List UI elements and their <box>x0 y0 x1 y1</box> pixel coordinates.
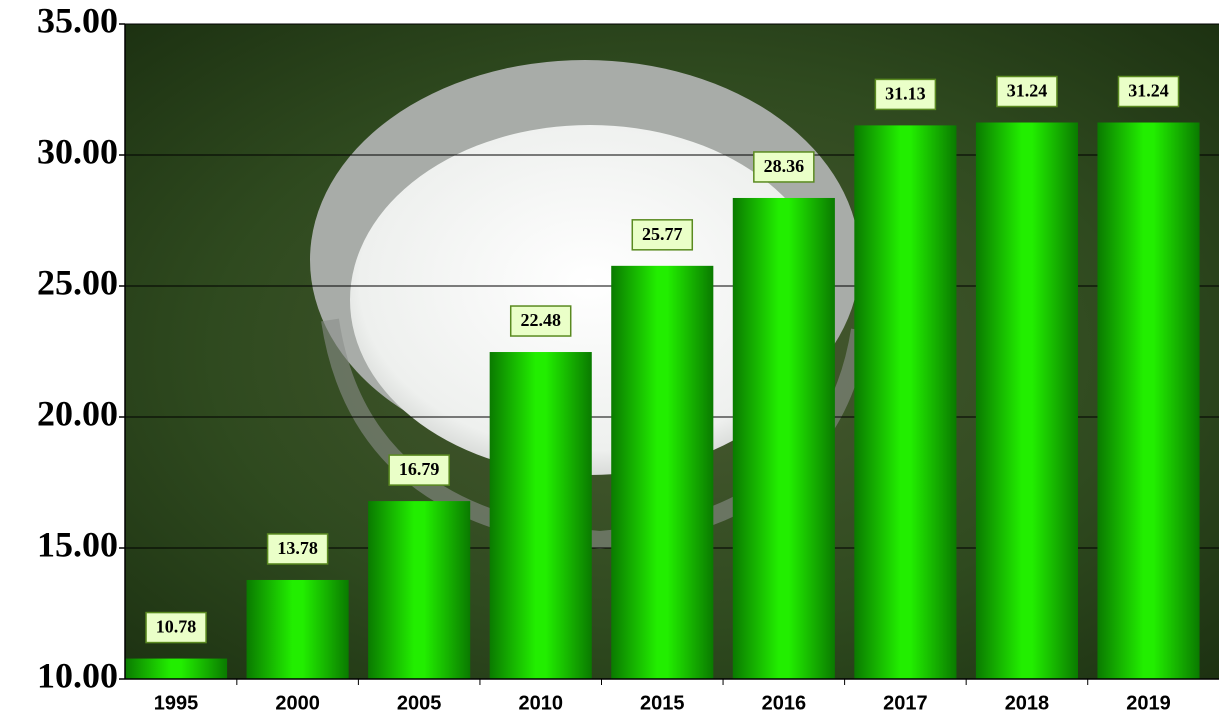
value-label: 16.79 <box>399 459 440 479</box>
value-label: 13.78 <box>277 538 318 558</box>
value-label: 31.13 <box>885 84 926 104</box>
x-tick-label: 2015 <box>640 692 685 714</box>
bar <box>1097 122 1200 679</box>
bar <box>489 352 592 679</box>
y-tick-label: 30.00 <box>37 131 118 171</box>
value-label-box <box>631 219 694 251</box>
value-label-box <box>1117 75 1180 108</box>
x-tick-label: 2016 <box>762 692 807 714</box>
value-label: 22.48 <box>520 310 561 330</box>
y-tick-label: 25.00 <box>37 262 118 302</box>
bar <box>854 125 957 680</box>
bar <box>975 122 1078 679</box>
y-tick-label: 10.00 <box>37 655 118 695</box>
y-tick-label: 35.00 <box>37 0 118 40</box>
value-label: 28.36 <box>764 156 805 176</box>
value-label-box <box>145 611 207 644</box>
x-tick-label: 1995 <box>154 692 199 714</box>
x-tick-label: 2010 <box>518 692 563 714</box>
value-label: 25.77 <box>642 224 683 244</box>
value-label: 31.24 <box>1128 81 1169 101</box>
x-tick-label: 2017 <box>883 692 928 714</box>
y-tick-label: 20.00 <box>37 393 118 433</box>
value-label-box <box>753 151 815 183</box>
value-label: 10.78 <box>156 617 197 637</box>
value-label-box <box>996 75 1058 108</box>
value-label-box <box>388 454 450 486</box>
x-tick-label: 2018 <box>1005 692 1050 714</box>
value-label-box <box>874 78 937 111</box>
x-tick-label: 2000 <box>275 692 320 714</box>
x-tick-label: 2005 <box>397 692 442 714</box>
bar <box>611 265 714 679</box>
value-label-box <box>266 533 329 565</box>
y-tick-label: 15.00 <box>37 524 118 564</box>
value-label-box <box>509 305 572 337</box>
value-label: 31.24 <box>1007 81 1048 101</box>
bar <box>125 658 228 679</box>
bar <box>246 579 349 679</box>
x-tick-label: 2019 <box>1126 692 1171 714</box>
bar <box>368 501 471 679</box>
bar <box>732 197 835 679</box>
